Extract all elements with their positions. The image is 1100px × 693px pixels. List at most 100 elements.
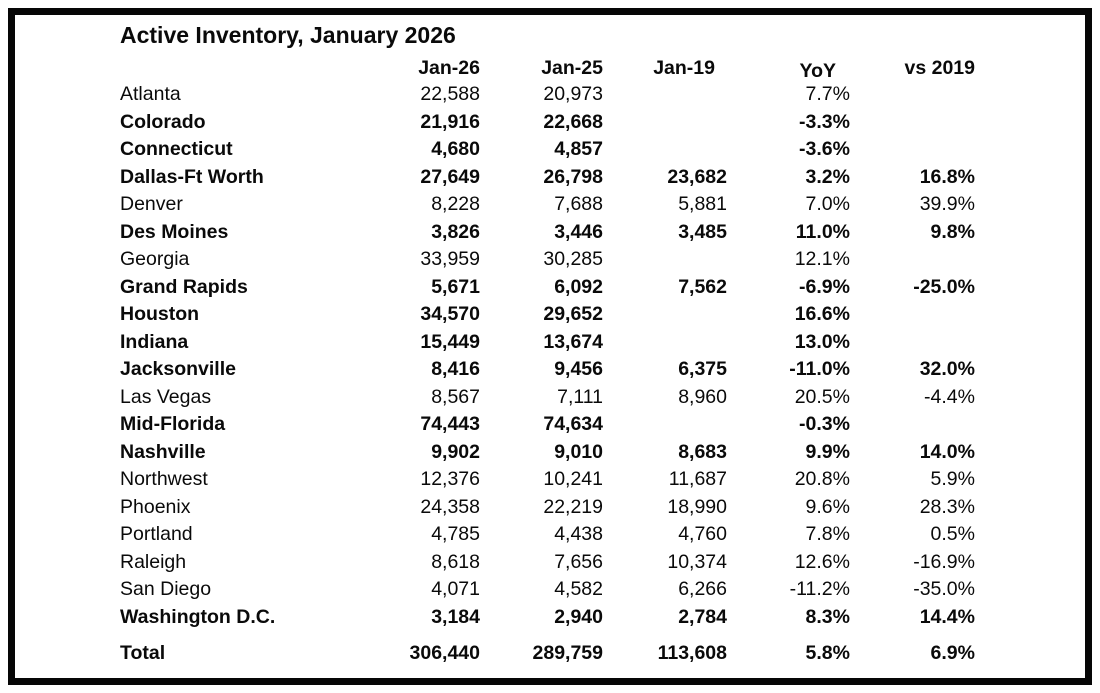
cell-jan25: 74,634 [543, 413, 603, 435]
header-row: Jan-26 Jan-25 Jan-19 YoY vs 2019 [120, 55, 976, 82]
cell-jan26: 8,228 [431, 193, 480, 215]
row-label: Grand Rapids [120, 275, 248, 298]
table-row: Grand Rapids 5,671 6,092 7,562 -6.9% -25.0% [120, 274, 975, 302]
cell-vs2019: 0.5% [930, 523, 975, 545]
cell-jan26: 27,649 [420, 165, 480, 188]
cell-yoy: -6.9% [799, 275, 850, 298]
row-label: Denver [120, 193, 183, 215]
row-label: Las Vegas [120, 385, 212, 408]
cell-vs2019: 16.8% [919, 165, 975, 188]
cell-yoy: 7.0% [805, 193, 850, 215]
table-row: Colorado 21,916 22,668 -3.3% [120, 109, 975, 137]
table-row: Mid-Florida 74,443 74,634 -0.3% [120, 411, 975, 439]
cell-jan26: 5,671 [431, 275, 480, 298]
cell-jan25: 29,652 [543, 303, 603, 325]
cell-jan25: 2,940 [554, 605, 603, 628]
table-row: Washington D.C. 3,184 2,940 2,784 8.3% 14.4% [120, 604, 975, 632]
cell-jan25: 7,656 [554, 550, 603, 573]
cell-jan25: 4,438 [554, 523, 603, 545]
cell-jan26: 74,443 [420, 413, 480, 435]
table-row: Phoenix 24,358 22,219 18,990 9.6% 28.3% [120, 494, 975, 522]
cell-vs2019: 28.3% [919, 495, 975, 518]
cell-jan19 [603, 329, 727, 357]
row-label: Houston [120, 303, 200, 325]
cell-vs2019: -35.0% [913, 578, 975, 600]
table-row: Atlanta 22,588 20,973 7.7% [120, 81, 975, 109]
table-row: Des Moines 3,826 3,446 3,485 11.0% 9.8% [120, 219, 975, 247]
cell-yoy: 20.5% [794, 385, 850, 408]
cell-yoy: -0.3% [799, 413, 850, 435]
cell-vs2019: 14.4% [919, 605, 975, 628]
cell-jan19: 6,266 [678, 578, 727, 600]
cell-yoy: 9.9% [805, 440, 850, 463]
table-row: Dallas-Ft Worth 27,649 26,798 23,682 3.2% 16.… [120, 164, 975, 192]
row-label: Total [120, 642, 166, 664]
cell-jan25: 22,668 [543, 110, 603, 133]
cell-jan25: 10,241 [543, 468, 603, 490]
cell-jan26: 34,570 [420, 303, 480, 325]
cell-jan26: 12,376 [420, 468, 480, 490]
cell-jan19: 3,485 [678, 220, 727, 243]
column-header-vs2019: vs 2019 [904, 57, 976, 79]
column-header-jan25: Jan-25 [541, 57, 603, 79]
cell-yoy: 16.6% [794, 303, 850, 325]
cell-jan25: 30,285 [543, 248, 603, 270]
cell-jan26: 9,902 [431, 440, 480, 463]
cell-vs2019: -25.0% [913, 275, 975, 298]
cell-vs2019 [850, 81, 975, 109]
column-header-yoy: YoY [799, 60, 836, 82]
cell-yoy: 3.2% [805, 165, 850, 188]
cell-jan26: 8,567 [431, 385, 480, 408]
row-label: San Diego [120, 578, 212, 600]
table-row: Nashville 9,902 9,010 8,683 9.9% 14.0% [120, 439, 975, 467]
table-row: San Diego 4,071 4,582 6,266 -11.2% -35.0% [120, 576, 975, 604]
cell-yoy: -3.3% [799, 110, 850, 133]
cell-yoy: -11.2% [789, 578, 850, 600]
cell-vs2019: 32.0% [919, 358, 975, 380]
inventory-table: Jan-26 Jan-25 Jan-19 YoY vs 2019 Atlanta 22,58… [120, 55, 975, 667]
cell-jan26: 4,785 [431, 523, 480, 545]
cell-jan26: 33,959 [420, 248, 480, 270]
cell-jan25: 6,092 [554, 275, 603, 298]
row-label: Washington D.C. [120, 605, 276, 628]
row-label: Connecticut [120, 138, 233, 160]
cell-jan26: 8,416 [431, 358, 480, 380]
cell-vs2019 [850, 411, 975, 439]
cell-jan19: 2,784 [678, 605, 727, 628]
cell-jan26: 21,916 [420, 110, 480, 133]
row-label: Raleigh [120, 550, 187, 573]
row-label: Atlanta [120, 83, 181, 105]
cell-jan25: 13,674 [543, 330, 603, 353]
cell-jan25: 26,798 [543, 165, 603, 188]
cell-vs2019 [850, 136, 975, 164]
cell-jan19: 11,687 [668, 468, 727, 490]
cell-jan26: 3,184 [431, 605, 480, 628]
cell-jan26: 15,449 [420, 330, 480, 353]
cell-vs2019 [850, 246, 975, 274]
cell-vs2019 [850, 109, 975, 137]
cell-yoy: 8.3% [805, 605, 850, 628]
cell-jan25: 22,219 [543, 495, 603, 518]
cell-vs2019: 5.9% [930, 468, 975, 490]
table-row: Raleigh 8,618 7,656 10,374 12.6% -16.9% [120, 549, 975, 577]
table-row: Houston 34,570 29,652 16.6% [120, 301, 975, 329]
cell-jan19: 7,562 [678, 275, 727, 298]
table-row: Denver 8,228 7,688 5,881 7.0% 39.9% [120, 191, 975, 219]
cell-vs2019: -16.9% [913, 550, 975, 573]
cell-jan25: 4,582 [554, 578, 603, 600]
row-label: Colorado [120, 110, 206, 133]
row-label: Mid-Florida [120, 413, 226, 435]
table-row: Las Vegas 8,567 7,111 8,960 20.5% -4.4% [120, 384, 975, 412]
cell-jan26: 4,071 [431, 578, 480, 600]
cell-yoy: -3.6% [799, 138, 850, 160]
cell-jan25: 20,973 [543, 83, 603, 105]
cell-yoy: 20.8% [794, 468, 850, 490]
cell-jan19 [603, 109, 727, 137]
cell-vs2019: 6.9% [930, 642, 975, 664]
table-row: Georgia 33,959 30,285 12.1% [120, 246, 975, 274]
cell-jan26: 8,618 [431, 550, 480, 573]
cell-vs2019: -4.4% [924, 385, 975, 408]
cell-jan19: 10,374 [667, 550, 727, 573]
cell-vs2019 [850, 329, 975, 357]
cell-jan26: 24,358 [420, 495, 480, 518]
